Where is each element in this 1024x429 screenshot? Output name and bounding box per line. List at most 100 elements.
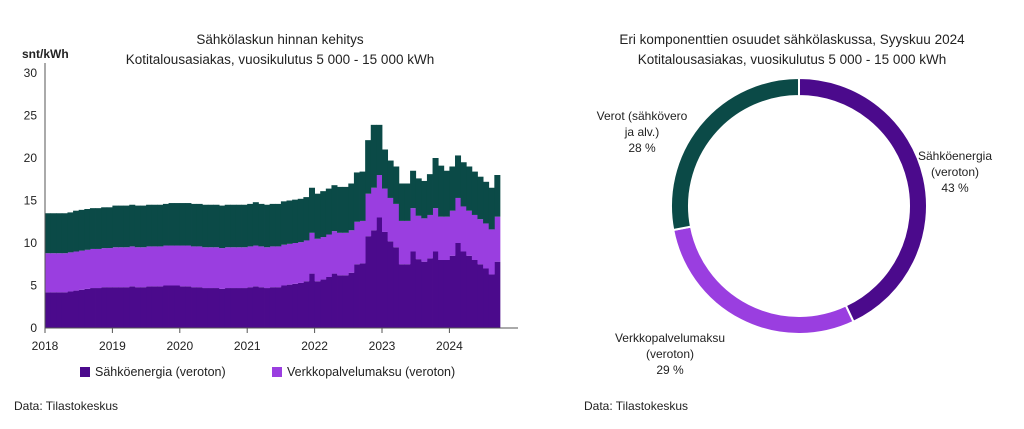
area-bar	[348, 272, 355, 328]
area-bar	[45, 253, 52, 293]
area-bar	[387, 241, 394, 328]
area-bar	[235, 204, 242, 248]
legend-item-grid: Verkkopalvelumaksu (veroton)	[272, 365, 455, 379]
area-bar	[432, 158, 439, 209]
area-bar	[286, 200, 293, 244]
slice-label-line: Verot (sähkövero	[596, 109, 688, 123]
slice-pct-label: 28 %	[628, 141, 656, 155]
area-bar	[466, 166, 473, 211]
area-bar	[134, 205, 141, 248]
area-bar	[320, 237, 327, 280]
area-bar	[258, 203, 265, 247]
area-bar	[342, 275, 349, 328]
area-bar	[382, 188, 389, 232]
area-bar	[247, 203, 254, 247]
area-bar	[174, 245, 181, 286]
area-bar	[95, 248, 102, 289]
area-bar	[78, 250, 85, 290]
area-bar	[286, 284, 293, 328]
area-bar	[320, 279, 327, 328]
area-bar	[488, 274, 495, 328]
area-bar	[84, 249, 91, 289]
area-bar	[353, 172, 360, 222]
area-bar	[404, 220, 411, 265]
area-bar	[387, 197, 394, 242]
area-bar	[95, 288, 102, 328]
area-bar	[73, 290, 80, 328]
area-bar	[45, 213, 52, 254]
slice-pct-label: 43 %	[941, 181, 969, 195]
y-tick-label: 20	[24, 151, 38, 165]
slice-label-energy: Sähköenergia (veroton) 43 %	[905, 148, 1005, 196]
legend-swatch	[272, 367, 282, 377]
slice-label-line: (veroton)	[930, 165, 980, 179]
area-bar	[471, 171, 478, 215]
area-bar	[168, 245, 175, 286]
x-tick-label: 2019	[99, 339, 126, 353]
area-bar	[101, 287, 108, 328]
y-tick-label: 25	[24, 109, 38, 123]
y-tick-label: 30	[24, 66, 38, 80]
area-bar	[247, 287, 254, 328]
area-bar	[67, 291, 74, 328]
area-bar	[348, 230, 355, 273]
area-bar	[118, 247, 125, 288]
legend-label: Sähköenergia (veroton)	[95, 365, 226, 379]
area-bar	[185, 203, 192, 246]
area-bar	[269, 203, 276, 247]
y-axis-label: snt/kWh	[22, 47, 69, 61]
area-bar	[337, 186, 344, 233]
area-bar	[415, 178, 422, 216]
area-bar	[297, 242, 304, 283]
slice-label-taxes: Verot (sähkövero ja alv.) 28 %	[582, 108, 702, 156]
area-bar	[252, 286, 259, 328]
area-bar	[264, 204, 271, 248]
area-bar	[449, 210, 456, 256]
area-bar	[325, 277, 332, 328]
area-bar	[264, 247, 271, 289]
x-tick-label: 2023	[369, 339, 396, 353]
area-bar	[275, 246, 282, 288]
area-bar	[398, 264, 405, 328]
area-bar	[376, 217, 383, 328]
area-bar	[235, 247, 242, 289]
area-bar	[219, 205, 226, 249]
area-bar	[162, 245, 169, 286]
area-bar	[460, 162, 467, 207]
area-bar	[84, 209, 91, 250]
area-bar	[415, 215, 422, 260]
donut-slice	[798, 76, 928, 324]
legend-swatch	[80, 367, 90, 377]
area-bar	[314, 193, 321, 239]
slice-label-line: (veroton)	[645, 347, 695, 361]
area-bar	[382, 231, 389, 328]
area-bar	[247, 246, 254, 288]
area-bar	[179, 286, 186, 328]
area-bar	[331, 231, 338, 274]
area-bar	[67, 212, 74, 253]
area-bar	[320, 191, 327, 238]
area-bar	[455, 197, 462, 243]
area-bar	[151, 246, 158, 287]
area-bar	[106, 248, 113, 288]
area-bar	[185, 286, 192, 328]
area-bar	[466, 255, 473, 328]
area-bar	[196, 203, 203, 247]
stacked-area-chart-panel: Sähkölaskun hinnan kehitys Kotitalousasi…	[14, 32, 518, 413]
area-bar	[95, 208, 102, 249]
area-bar	[488, 187, 495, 230]
series-0	[45, 217, 501, 328]
area-bar	[370, 230, 377, 328]
area-bar	[162, 285, 169, 328]
area-bar	[174, 285, 181, 328]
area-bar	[134, 247, 141, 288]
area-bar	[162, 203, 169, 246]
legend-label: Verkkopalvelumaksu (veroton)	[287, 365, 456, 379]
area-bar	[185, 245, 192, 287]
area-bar	[325, 234, 332, 277]
area-bar	[438, 216, 445, 260]
area-bar	[410, 170, 417, 209]
area-bar	[359, 220, 366, 264]
area-bar	[449, 166, 456, 211]
area-bar	[191, 287, 198, 328]
